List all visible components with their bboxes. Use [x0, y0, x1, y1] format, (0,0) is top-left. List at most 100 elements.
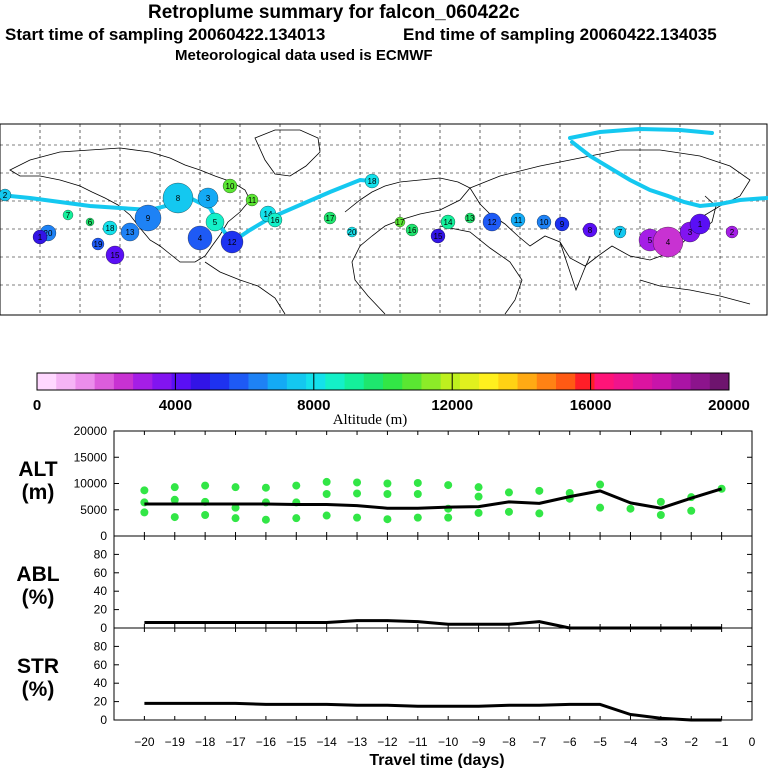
altitude-scatter-point [413, 478, 422, 487]
altitude-scatter-point [444, 513, 453, 522]
colorbar-swatch [690, 373, 711, 390]
altitude-scatter-point [201, 481, 210, 490]
altitude-scatter-point [656, 511, 665, 519]
y-tick-label: 0 [100, 529, 107, 543]
altitude-scatter-point [231, 483, 240, 492]
plume-cluster: 20 [346, 226, 358, 238]
plume-cluster-dot [267, 212, 283, 228]
plume-cluster: 4 [652, 226, 684, 258]
plume-cluster-label: 12 [488, 218, 497, 227]
plume-cluster-dot [394, 216, 406, 228]
plume-cluster: 9 [134, 204, 162, 232]
altitude-colorbar: 0 4000 8000 12000 16000 20000 [33, 372, 750, 414]
altitude-scatter-point [444, 481, 453, 490]
colorbar-swatch [210, 373, 230, 390]
plume-cluster-dot [689, 213, 711, 235]
altitude-scatter-point [322, 490, 331, 498]
plume-cluster: 7 [62, 209, 74, 221]
plume-cluster: 5 [205, 212, 225, 232]
plume-cluster-label: 20 [44, 229, 53, 238]
north-america-coast [9, 147, 251, 263]
colorbar-swatch [171, 373, 192, 390]
altitude-scatter-point [474, 492, 483, 501]
plume-cluster-label: 11 [514, 216, 523, 225]
colorbar-swatch [671, 373, 692, 390]
colorbar-swatch [613, 373, 634, 390]
plume-cluster: 19 [91, 237, 105, 251]
plume-cluster: 8 [582, 222, 598, 238]
plume-cluster-dot [220, 230, 244, 254]
plume-cluster-dot [245, 193, 259, 207]
plume-cluster: 8 [162, 182, 194, 214]
plume-cluster-label: 9 [146, 214, 151, 223]
altitude-scatter-point [292, 481, 301, 490]
plume-cluster-label: 13 [466, 214, 475, 223]
colorbar-swatch [632, 373, 653, 390]
y-tick-label: 20 [94, 695, 108, 709]
colorbar-axis-label: Altitude (m) [333, 412, 408, 428]
europe-africa-coast [344, 177, 471, 315]
altitude-scatter-point [626, 504, 635, 513]
plume-cluster-dot [91, 237, 105, 251]
altitude-scatter-point [383, 515, 392, 524]
plume-cluster: 17 [323, 211, 337, 225]
colorbar-swatch [536, 373, 557, 390]
colorbar-swatch [517, 373, 538, 390]
altitude-scatter-point [170, 495, 179, 504]
plume-cluster-label: 17 [326, 214, 335, 223]
plume-cluster-label: 3 [688, 228, 693, 237]
plume-cluster-dot [134, 204, 162, 232]
plume-cluster-dot [0, 188, 12, 202]
greenland-coast [254, 129, 321, 177]
plume-cluster-label: 20 [348, 228, 357, 237]
plume-cluster-dot [197, 187, 219, 209]
plume-cluster: 2 [0, 188, 12, 202]
plume-cluster-label: 17 [396, 218, 405, 227]
plume-cluster: 14 [440, 214, 456, 230]
plume-cluster: 4 [187, 225, 213, 251]
x-tick-label: −6 [563, 735, 577, 749]
y-tick-label: 40 [94, 676, 108, 690]
colorbar-swatch [594, 373, 615, 390]
plume-cluster-label: 5 [213, 218, 218, 227]
plume-cluster-label: 2 [3, 191, 8, 200]
x-axis-title: Travel time (days) [369, 752, 504, 768]
plume-cluster-label: 15 [434, 232, 443, 241]
plume-cluster-dot [582, 222, 598, 238]
plume-cluster-label: 1 [38, 233, 43, 242]
plume-cluster: 16 [267, 212, 283, 228]
x-tick-label: −20 [134, 735, 155, 749]
colorbar-swatch [575, 373, 595, 390]
plume-cluster-dot [464, 212, 476, 224]
plume-cluster: 6 [85, 217, 95, 227]
x-tick-label: −10 [438, 735, 459, 749]
colorbar-swatch [556, 373, 576, 390]
colorbar-swatch [133, 373, 153, 390]
colorbar-swatch [652, 373, 672, 390]
altitude-scatter-point [596, 480, 605, 489]
plume-cluster-dot [102, 220, 118, 236]
x-tick-label: −19 [165, 735, 186, 749]
altitude-scatter-point [170, 513, 179, 522]
plume-cluster: 7 [613, 225, 627, 239]
x-tick-label: −11 [408, 735, 428, 749]
plume-cluster-label: 5 [648, 236, 653, 245]
x-tick-label: −3 [654, 735, 668, 749]
altitude-scatter-point [413, 490, 422, 498]
colorbar-tick-label: 8000 [297, 397, 330, 414]
plume-cluster-dot [62, 209, 74, 221]
altitude-scatter-point [474, 508, 483, 517]
plume-cluster-dot [162, 182, 194, 214]
colorbar-swatch [325, 373, 346, 390]
plume-cluster-label: 8 [176, 194, 181, 203]
plume-cluster-dot [652, 226, 684, 258]
altitude-scatter-point [353, 489, 362, 498]
y-tick-label: 0 [100, 713, 107, 727]
colorbar-swatch [459, 373, 480, 390]
plume-cluster-dot [187, 225, 213, 251]
plume-cluster-label: 12 [228, 238, 237, 247]
panel-alt: 0 5000 10000 15000 20000 ALT(m) [18, 424, 753, 543]
y-axis-title: ABL [16, 563, 59, 586]
plume-cluster: 11 [510, 212, 526, 228]
